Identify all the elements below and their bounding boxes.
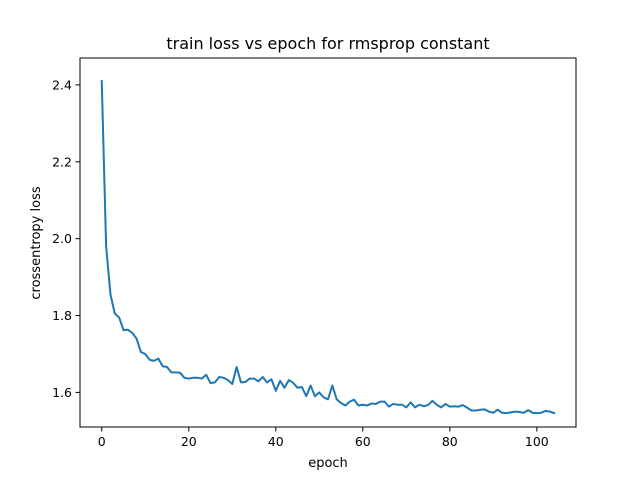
plot-area — [100, 80, 556, 415]
x-axis-label: epoch — [308, 456, 348, 471]
x-tick-label: 60 — [355, 434, 371, 449]
y-tick-label: 2.0 — [52, 231, 72, 246]
y-tick-label: 2.2 — [52, 154, 72, 169]
x-tick-label: 80 — [442, 434, 458, 449]
x-tick-label: 100 — [525, 434, 549, 449]
y-tick-label: 1.8 — [52, 308, 72, 323]
y-tick-label: 1.6 — [52, 385, 72, 400]
x-tick-label: 40 — [268, 434, 284, 449]
series-line-0 — [100, 80, 556, 415]
y-axis-label: crossentropy loss — [29, 186, 44, 299]
y-axis: 1.6 1.8 2.0 2.2 2.4 — [52, 77, 80, 400]
chart-title: train loss vs epoch for rmsprop constant — [166, 34, 489, 53]
x-axis: 0 20 40 60 80 100 — [98, 427, 549, 449]
x-tick-label: 0 — [98, 434, 106, 449]
plot-frame — [79, 57, 577, 428]
x-tick-label: 20 — [181, 434, 197, 449]
y-tick-label: 2.4 — [52, 77, 72, 92]
